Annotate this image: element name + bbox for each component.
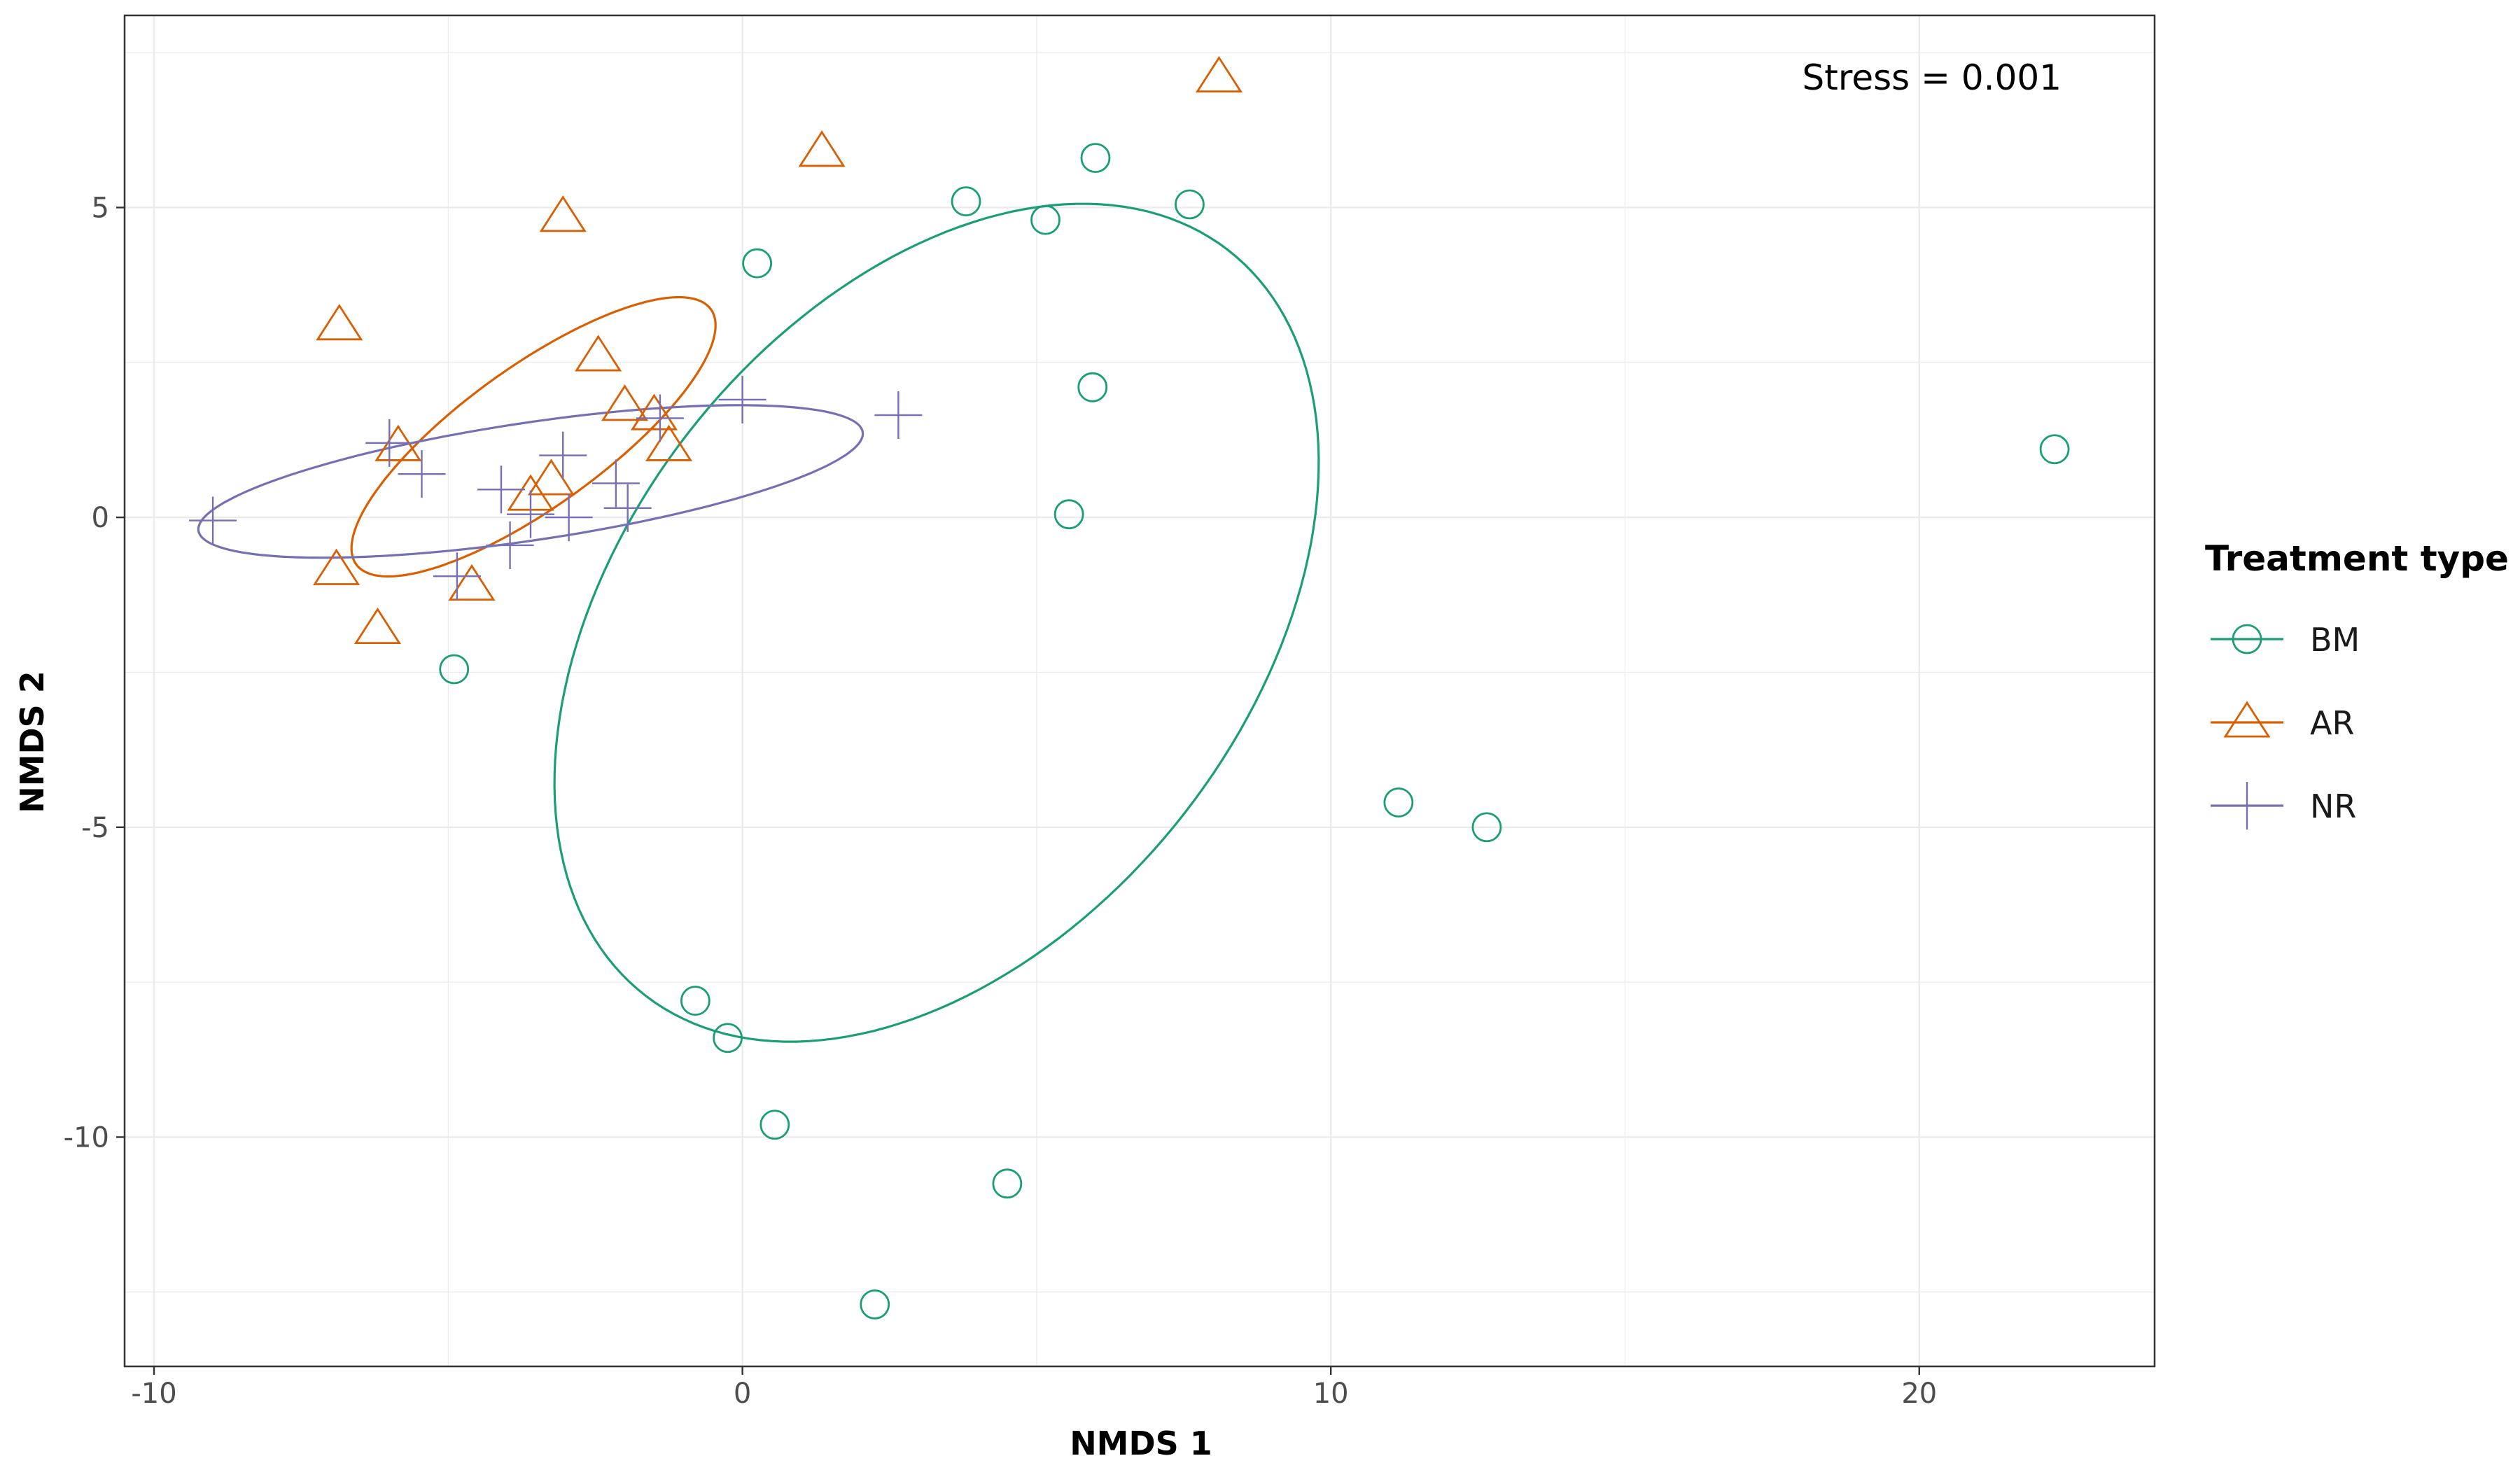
point-ar [645,424,693,461]
point-ar [575,335,622,372]
legend-title: Treatment type [2205,538,2509,579]
point-ar [316,304,363,341]
x-tick-label: 20 [1901,1378,1937,1410]
point-nr [718,375,766,424]
point-nr [433,552,481,601]
legend: Treatment type BM AR NR [2205,538,2509,830]
point-bm [1383,787,1414,818]
point-bm [1471,812,1502,843]
point-bm [1054,499,1084,530]
ellipse-ar [350,296,717,578]
point-nr [189,496,237,545]
point-nr [874,391,923,440]
legend-label-bm: BM [2310,621,2360,659]
point-bm [1080,143,1111,174]
y-tick-label: 5 [92,192,109,224]
point-bm [860,1289,890,1320]
point-nr [545,493,593,542]
plot-grid [125,15,2155,1366]
x-axis-title: NMDS 1 [1070,1424,1212,1462]
point-ar [354,607,402,645]
legend-key-marker-bm [2232,624,2262,654]
y-axis-title: NMDS 2 [13,671,51,813]
y-tick-label: -5 [81,812,109,844]
point-bm [992,1168,1023,1199]
point-bm [742,248,773,279]
point-nr [477,465,525,514]
point-ar [313,548,360,585]
point-nr [365,419,414,467]
point-nr [592,459,640,507]
point-bm [951,186,981,216]
point-bm [2039,434,2070,465]
plot-frame [123,14,2156,1368]
x-tick-label: -10 [131,1378,176,1410]
point-ar [630,393,678,430]
y-tick-label: -10 [64,1121,109,1154]
point-bm [760,1110,790,1140]
x-tick-label: 0 [734,1378,751,1410]
legend-label-nr: NR [2310,788,2356,825]
point-bm [439,654,470,685]
point-ar [527,458,575,496]
point-ar [798,130,846,167]
point-nr [636,394,684,442]
plot-panel [125,15,2155,1366]
point-nr [398,450,446,498]
legend-entries: BM AR NR [2211,621,2360,830]
point-bm [680,986,710,1016]
stress-annotation: Stress = 0.001 [1802,57,2062,98]
point-ar [1195,55,1243,93]
point-bm [1030,204,1060,235]
x-axis-ticks: -10 0 10 20 [131,1366,1937,1410]
point-nr [507,490,554,538]
ellipse-nr [197,404,864,559]
y-axis-ticks: -10 -5 0 5 [64,192,125,1154]
y-tick-label: 0 [92,502,109,534]
legend-label-ar: AR [2310,704,2354,742]
point-ar [601,384,649,421]
point-nr [539,431,587,479]
plot-data [189,55,2070,1320]
point-ar [539,195,587,232]
point-bm [1175,189,1205,220]
point-bm [1077,372,1108,402]
point-nr [486,521,534,569]
legend-key-marker-ar [2223,701,2271,738]
point-nr [603,484,652,532]
legend-key-marker-nr [2223,782,2271,830]
x-tick-label: 10 [1313,1378,1349,1410]
point-bm [713,1023,743,1054]
ellipse-bm [553,202,1320,1043]
point-ar [448,564,496,601]
